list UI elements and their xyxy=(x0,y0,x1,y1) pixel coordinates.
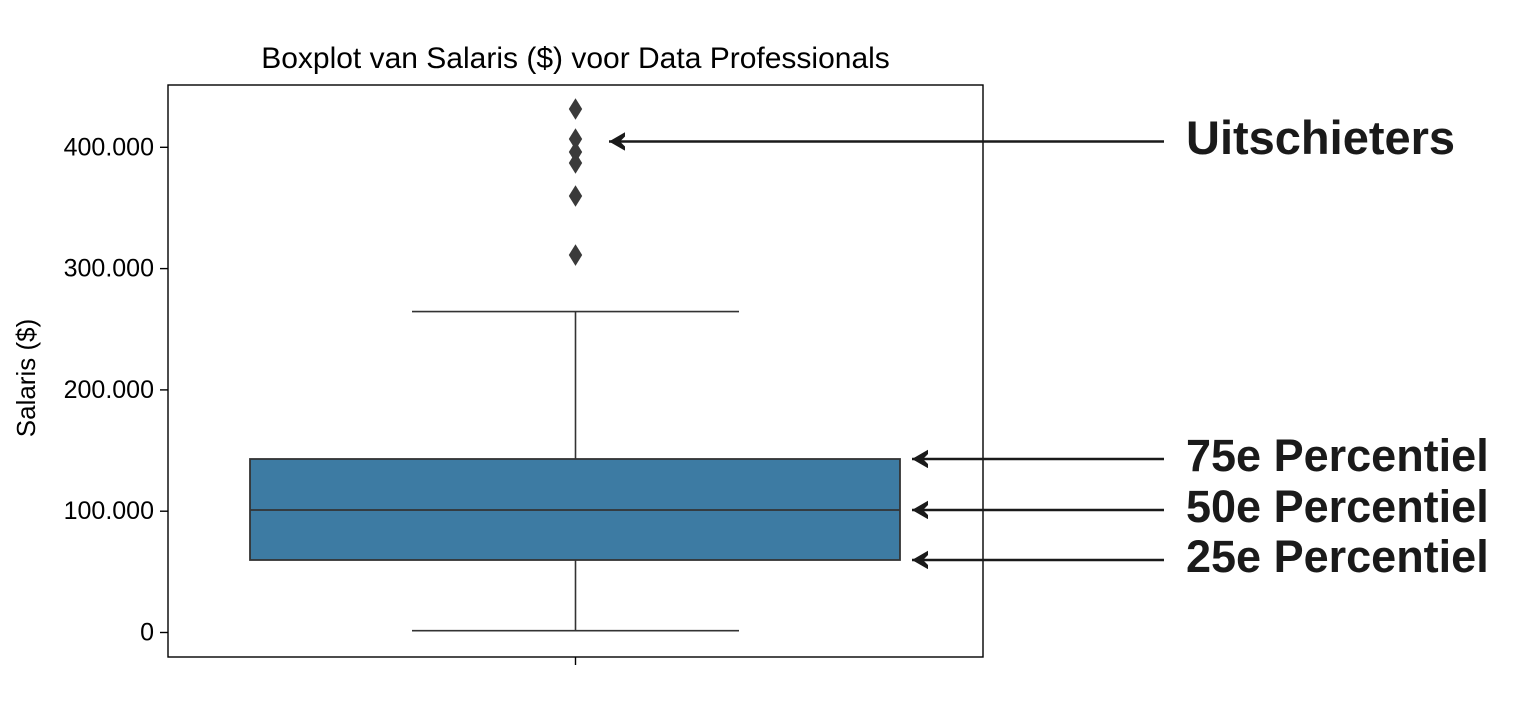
svg-text:Uitschieters: Uitschieters xyxy=(1186,111,1455,164)
svg-text:200.000: 200.000 xyxy=(64,376,154,404)
svg-text:50e Percentiel: 50e Percentiel xyxy=(1186,481,1489,532)
svg-text:400.000: 400.000 xyxy=(64,133,154,161)
svg-text:Salaris ($): Salaris ($) xyxy=(11,319,41,437)
svg-text:Boxplot van Salaris ($) voor D: Boxplot van Salaris ($) voor Data Profes… xyxy=(261,42,890,75)
svg-text:25e Percentiel: 25e Percentiel xyxy=(1186,531,1489,582)
svg-text:75e Percentiel: 75e Percentiel xyxy=(1186,430,1489,481)
svg-text:300.000: 300.000 xyxy=(64,255,154,283)
svg-text:100.000: 100.000 xyxy=(64,497,154,525)
svg-text:0: 0 xyxy=(140,619,154,647)
